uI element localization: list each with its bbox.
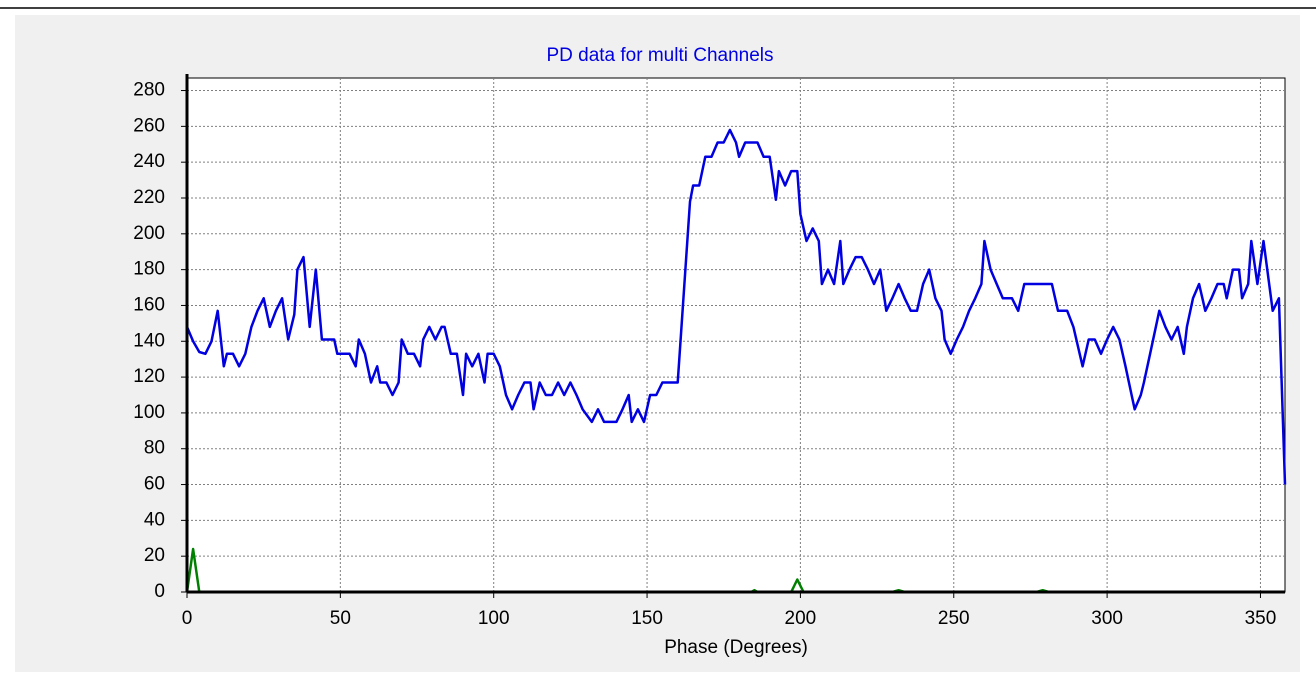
y-tick-label: 120 bbox=[133, 366, 165, 387]
y-tick-label: 100 bbox=[133, 402, 165, 423]
x-tick-label: 150 bbox=[631, 608, 663, 629]
y-tick-label: 140 bbox=[133, 330, 165, 351]
x-tick-label: 350 bbox=[1245, 608, 1277, 629]
x-tick-label: 0 bbox=[182, 608, 193, 629]
chart-title: PD data for multi Channels bbox=[546, 45, 773, 66]
plot-area bbox=[186, 77, 1286, 593]
x-axis-label: Phase (Degrees) bbox=[664, 637, 808, 658]
x-tick-label: 300 bbox=[1091, 608, 1123, 629]
y-tick-label: 280 bbox=[133, 80, 165, 101]
y-tick-label: 60 bbox=[144, 474, 165, 495]
x-tick-label: 250 bbox=[938, 608, 970, 629]
y-tick-label: 180 bbox=[133, 259, 165, 280]
y-tick-label: 80 bbox=[144, 438, 165, 459]
y-tick-label: 220 bbox=[133, 187, 165, 208]
x-tick-label: 200 bbox=[785, 608, 817, 629]
y-tick-label: 240 bbox=[133, 151, 165, 172]
x-tick-label: 100 bbox=[478, 608, 510, 629]
line-series bbox=[185, 128, 1287, 485]
y-tick-label: 40 bbox=[144, 509, 165, 530]
y-tick-label: 20 bbox=[144, 545, 165, 566]
y-tick-label: 0 bbox=[154, 581, 165, 602]
y-tick-label: 200 bbox=[133, 223, 165, 244]
x-tick-label: 50 bbox=[330, 608, 351, 629]
y-tick-label: 160 bbox=[133, 294, 165, 315]
y-tick-label: 260 bbox=[133, 115, 165, 136]
